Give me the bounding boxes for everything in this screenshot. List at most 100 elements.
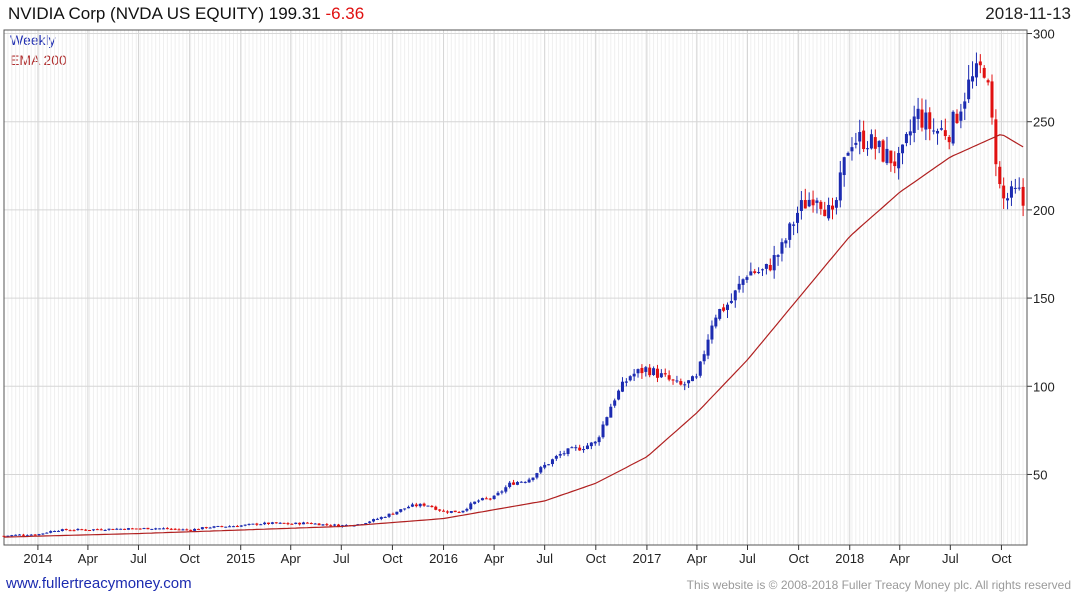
candle-body — [49, 531, 53, 533]
candle-body — [111, 528, 115, 530]
candle-body — [897, 153, 901, 169]
candle-body — [430, 505, 434, 508]
candle-body — [772, 255, 776, 271]
candle-body — [994, 119, 998, 165]
candle-body — [68, 530, 72, 532]
candle-body — [920, 109, 924, 128]
candle-body — [64, 529, 68, 531]
candle-body — [873, 137, 877, 149]
candle-body — [216, 525, 220, 527]
candle-body — [95, 529, 99, 531]
candle-body — [955, 113, 959, 124]
candle-body — [908, 131, 912, 136]
candle-body — [702, 354, 706, 362]
candle-body — [91, 529, 95, 531]
candle-body — [72, 530, 76, 532]
candle-body — [831, 205, 835, 210]
price-change: -6.36 — [325, 4, 365, 23]
plot-frame — [3, 29, 1028, 546]
candle-body — [422, 503, 426, 506]
candle-body — [893, 161, 897, 167]
candle-body — [663, 373, 667, 375]
candle-body — [434, 506, 438, 510]
candle-body — [694, 376, 698, 378]
candle-body — [426, 505, 430, 507]
candle-body — [142, 528, 146, 530]
candle-body — [866, 148, 870, 150]
candle-body — [745, 277, 749, 280]
candle-body — [788, 223, 792, 240]
candle-body — [811, 199, 815, 206]
candle-body — [869, 134, 873, 149]
security-name: NVIDIA Corp (NVDA US EQUITY) — [8, 4, 264, 23]
candle-body — [6, 535, 10, 537]
candle-body — [150, 528, 154, 530]
ema-200-line — [3, 134, 1024, 538]
x-tick-label: Jul — [130, 551, 147, 566]
x-tick-label: Jul — [942, 551, 959, 566]
candle-body — [535, 473, 539, 478]
candle-body — [99, 529, 103, 531]
candle-body — [274, 522, 278, 524]
candle-body — [1013, 187, 1017, 189]
candle-body — [37, 534, 41, 536]
candle-body — [796, 212, 800, 223]
candle-body — [321, 524, 325, 526]
candle-body — [655, 368, 659, 378]
candle-body — [414, 504, 418, 507]
candle-body — [2, 535, 6, 537]
candle-body — [379, 517, 383, 519]
candle-body — [780, 242, 784, 254]
candle-body — [764, 263, 768, 269]
candle-body — [729, 300, 733, 303]
candle-body — [1002, 185, 1006, 199]
candle-body — [609, 406, 613, 418]
candle-body — [33, 534, 37, 536]
candle-body — [243, 524, 247, 526]
candle-body — [410, 504, 414, 507]
candle-body — [445, 511, 449, 513]
candle-body — [823, 209, 827, 217]
website-link[interactable]: www.fullertreacymoney.com — [6, 575, 192, 592]
candle-body — [827, 204, 831, 219]
candle-body — [554, 456, 558, 459]
candle-body — [387, 513, 391, 517]
x-tick-label: Oct — [382, 551, 403, 566]
x-tick-label: Oct — [991, 551, 1012, 566]
candle-body — [687, 380, 691, 384]
candle-body — [593, 441, 597, 444]
candle-body — [527, 479, 531, 483]
candle-body — [628, 376, 632, 381]
chart-date: 2018-11-13 — [985, 4, 1071, 23]
y-tick-label: 200 — [1033, 203, 1055, 218]
candle-body — [80, 529, 84, 531]
copyright-notice: This website is © 2008-2018 Fuller Treac… — [686, 578, 1071, 592]
candle-body — [200, 527, 204, 530]
candle-body — [317, 523, 321, 526]
candle-body — [305, 522, 309, 524]
candle-body — [846, 152, 850, 156]
candle-body — [652, 368, 656, 375]
candle-body — [710, 325, 714, 340]
candle-body — [60, 529, 64, 532]
candle-body — [181, 529, 185, 531]
candle-body — [648, 367, 652, 376]
candle-body — [270, 522, 274, 524]
candle-body — [228, 526, 232, 528]
candle-body — [749, 271, 753, 276]
candle-body — [737, 283, 741, 290]
candle-body — [154, 528, 158, 530]
candle-body — [239, 525, 243, 527]
candle-body — [103, 530, 107, 532]
candle-body — [967, 79, 971, 100]
candle-body — [267, 522, 271, 524]
candle-body — [858, 132, 862, 142]
candle-body — [375, 518, 379, 520]
candle-body — [309, 523, 313, 525]
candle-body — [936, 130, 940, 134]
candle-body — [329, 525, 333, 527]
chart-title: NVIDIA Corp (NVDA US EQUITY) 199.31 -6.3… — [8, 4, 364, 24]
candle-body — [803, 200, 807, 209]
candle-body — [842, 157, 846, 176]
candle-body — [18, 534, 22, 536]
